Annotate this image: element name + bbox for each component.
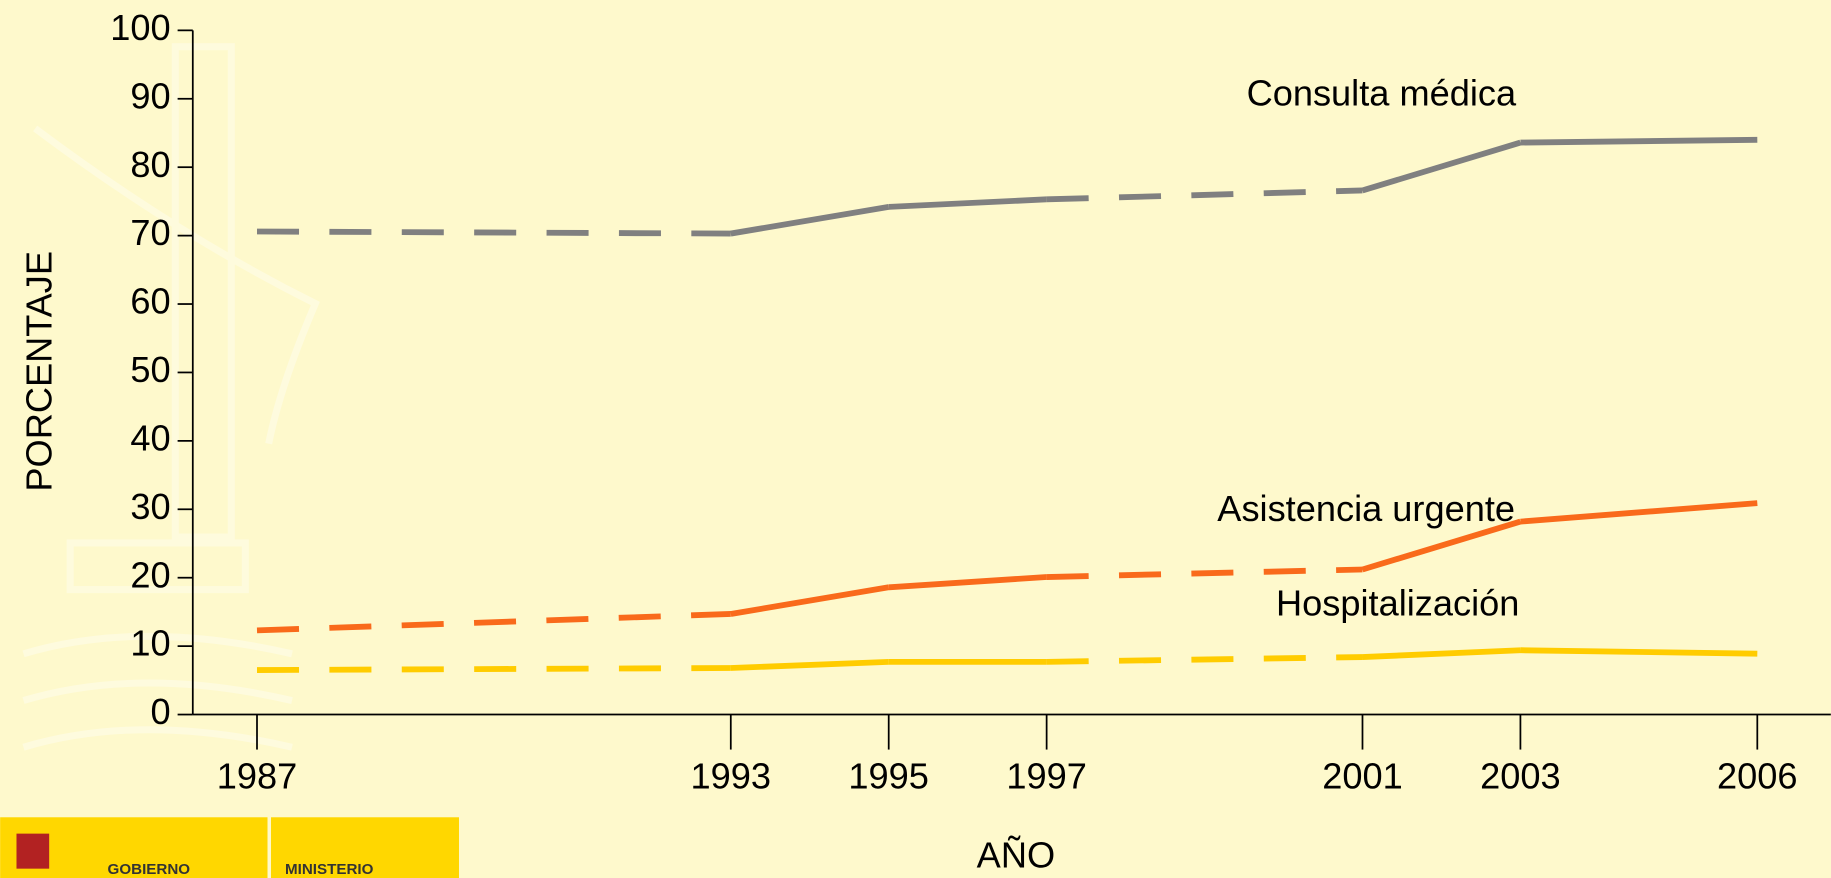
line-segment [1046,187,1363,203]
y-tick-label: 90 [130,75,170,116]
x-tick-label: 1995 [848,755,929,796]
y-tick-label: 70 [130,212,170,253]
line-segment [1046,654,1363,665]
y-tick-label: 20 [130,554,170,595]
x-tick-label: 2003 [1480,755,1561,796]
watermark [22,43,320,751]
logo-block [271,817,459,878]
line-segment [256,228,731,237]
logo: GOBIERNO MINISTERIO [0,817,459,878]
x-tick-label: 1987 [217,755,298,796]
y-tick-label: 30 [130,486,170,527]
y-tick-label: 50 [130,349,170,390]
line-segment [888,574,1047,591]
x-tick-label: 1997 [1006,755,1087,796]
line-segment [730,203,890,237]
y-tick-label: 10 [130,623,170,664]
x-tick-label: 2006 [1717,755,1798,796]
line-segment [1361,139,1522,194]
x-tick-label: 2001 [1322,755,1403,796]
y-tick-label: 60 [130,281,170,322]
line-segment [1046,566,1363,580]
series-label: Asistencia urgente [1217,488,1515,529]
line-segment [730,658,889,671]
line-segment [256,665,731,673]
x-axis-title: AÑO [977,835,1055,876]
line-segment [1520,647,1758,657]
x-tick-label: 1993 [691,755,772,796]
y-axis-title: PORCENTAJE [19,251,60,492]
line-segment [1361,518,1522,573]
line-segment [256,611,731,634]
line-segment [730,584,890,617]
series-label: Consulta médica [1247,72,1517,113]
line-segment [1520,500,1758,525]
line-segment [1362,647,1521,660]
logo-text: GOBIERNO [108,861,191,878]
y-tick-label: 100 [110,7,170,48]
y-tick-label: 0 [150,691,170,732]
y-tick-label: 40 [130,417,170,458]
logo-shield [16,833,50,869]
series-label: Hospitalización [1276,583,1519,624]
y-tick-label: 80 [130,144,170,185]
line-segment [1520,136,1758,146]
line-segment [888,196,1047,210]
logo-text: MINISTERIO [285,861,374,878]
